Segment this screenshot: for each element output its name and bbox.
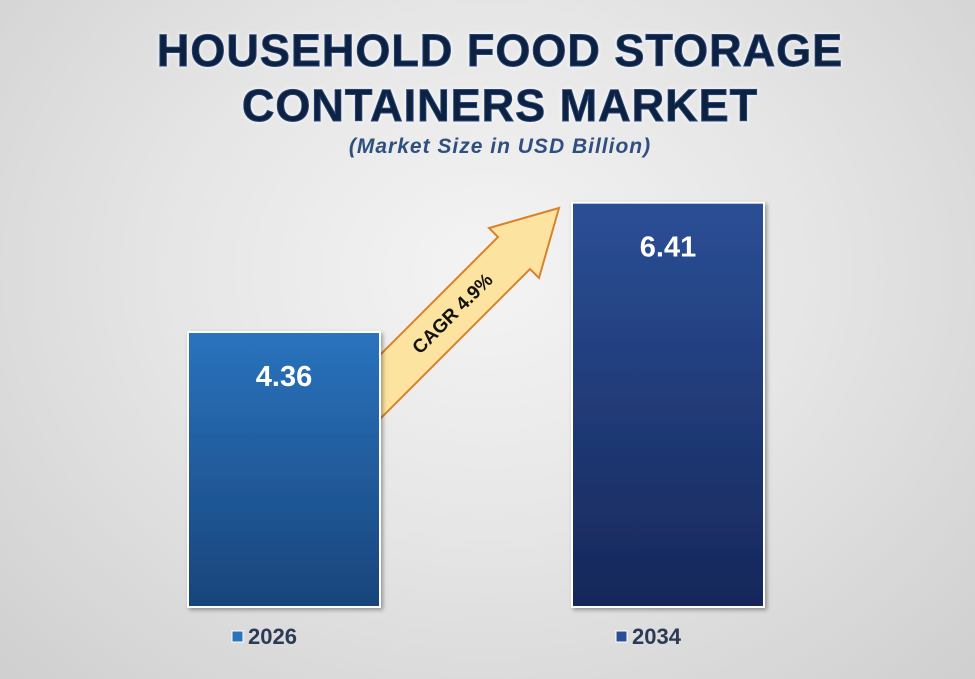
chart-title-line-2: CONTAINERS MARKET	[242, 80, 758, 131]
bars-group: 4.36 6.41	[187, 201, 765, 609]
chart-title-line-1: HOUSEHOLD FOOD STORAGE	[157, 25, 843, 76]
category-label-2034: 2034	[632, 624, 682, 649]
bar-2034	[571, 201, 765, 609]
bar-value-label-2034: 6.41	[640, 232, 696, 264]
legend: 2026 2034	[231, 624, 682, 649]
category-label-2026: 2026	[248, 624, 297, 649]
bar-2026	[187, 330, 381, 608]
bar-value-label-2026: 4.36	[256, 361, 312, 393]
cagr-arrow-shape	[344, 206, 561, 423]
chart-subtitle: (Market Size in USD Billion)	[349, 135, 651, 158]
legend-swatch-2026	[231, 630, 244, 643]
legend-swatch-2034	[615, 630, 628, 643]
